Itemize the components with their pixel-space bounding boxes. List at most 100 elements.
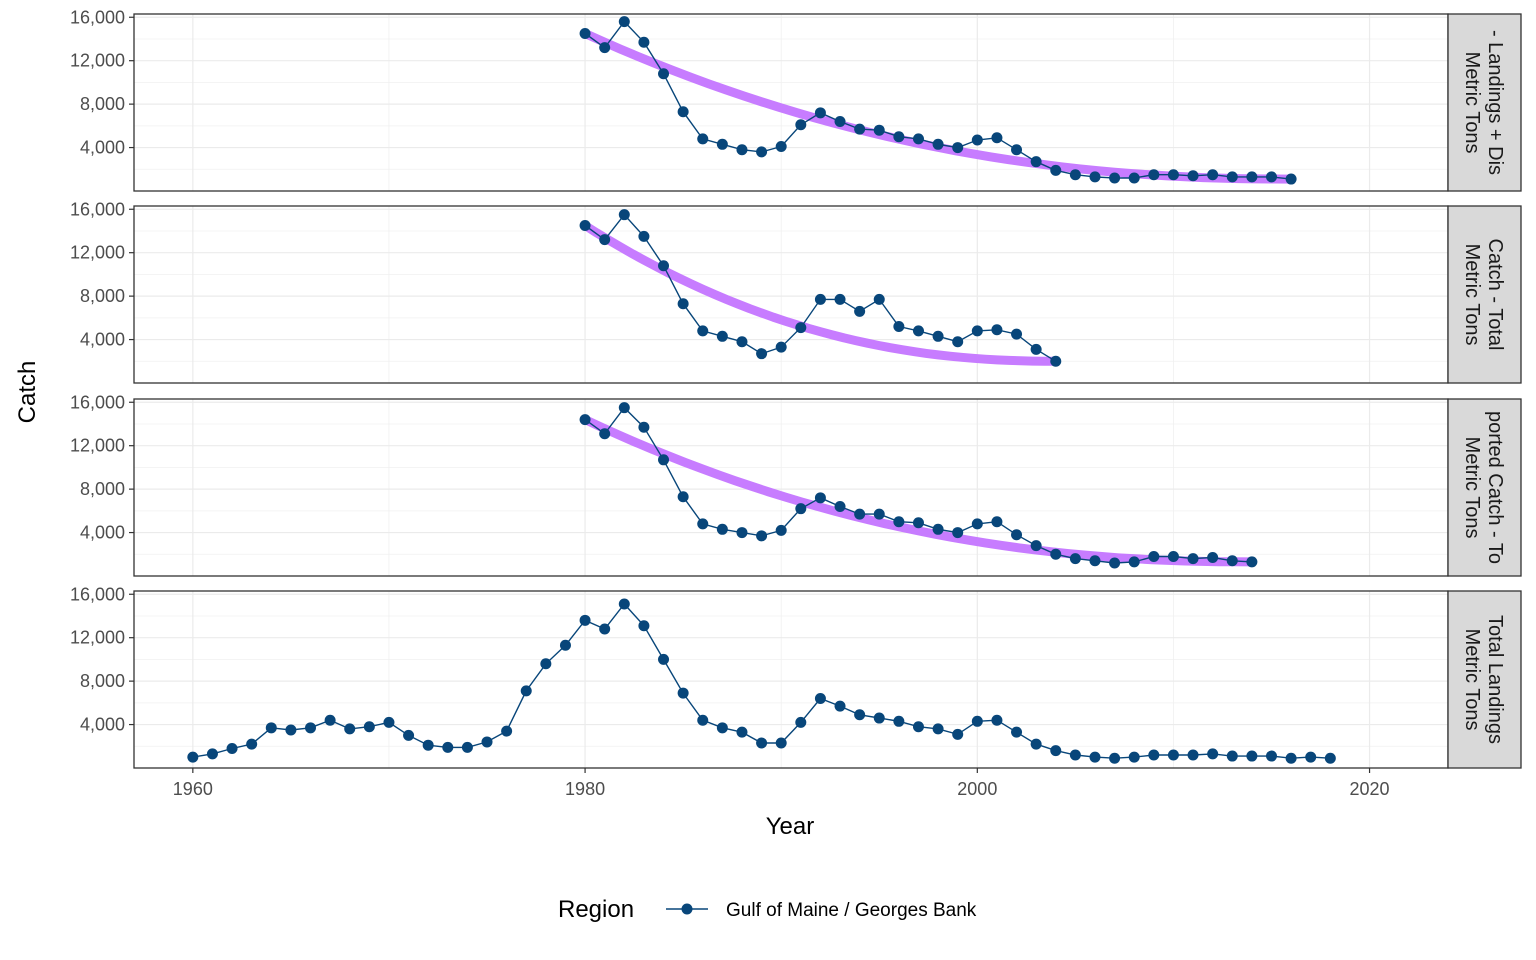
- data-point: [697, 518, 709, 530]
- data-point: [1187, 170, 1199, 182]
- facet-strip: [1447, 13, 1522, 192]
- data-point: [795, 322, 807, 334]
- data-point: [1128, 556, 1140, 568]
- x-axis-title: Year: [766, 813, 815, 840]
- data-point: [638, 421, 650, 433]
- data-point: [1109, 752, 1121, 764]
- data-point: [1246, 556, 1258, 568]
- data-point: [971, 134, 983, 146]
- y-tick-label: 4,000: [80, 523, 125, 543]
- data-point: [814, 107, 826, 119]
- data-point: [952, 142, 964, 154]
- x-tick-label: 2020: [1350, 779, 1390, 799]
- data-point: [775, 737, 787, 749]
- data-point: [1187, 749, 1199, 761]
- data-point: [442, 741, 454, 753]
- data-point: [697, 325, 709, 337]
- y-tick-label: 4,000: [80, 138, 125, 158]
- data-point: [893, 715, 905, 727]
- facet-strip-title: Catch - Total: [1484, 239, 1506, 351]
- facet-strip-unit: Metric Tons: [1461, 244, 1483, 346]
- data-point: [912, 133, 924, 145]
- data-point: [834, 116, 846, 128]
- facet-strip-title: Total Landings: [1484, 615, 1506, 744]
- data-point: [618, 402, 630, 414]
- data-point: [677, 298, 689, 310]
- axes: 4,000 8,000 12,000 16,000 4,000 8,000 12,000 16…: [70, 7, 1390, 799]
- data-point: [481, 736, 493, 748]
- data-point: [1069, 169, 1081, 181]
- data-point: [1285, 752, 1297, 764]
- data-point: [775, 341, 787, 353]
- data-point: [363, 721, 375, 733]
- data-point: [1265, 171, 1277, 183]
- data-point: [912, 721, 924, 733]
- data-point: [344, 723, 356, 735]
- data-point: [893, 131, 905, 143]
- y-tick-label: 12,000: [70, 51, 125, 71]
- data-point: [756, 348, 768, 360]
- data-point: [814, 492, 826, 504]
- y-tick-label: 12,000: [70, 436, 125, 456]
- data-point: [814, 293, 826, 305]
- data-point: [638, 620, 650, 632]
- data-point: [1030, 156, 1042, 168]
- data-point: [971, 518, 983, 530]
- data-point: [1069, 749, 1081, 761]
- data-point: [1226, 555, 1238, 567]
- data-point: [834, 501, 846, 513]
- data-point: [834, 700, 846, 712]
- data-point: [1265, 750, 1277, 762]
- data-point: [716, 722, 728, 734]
- data-point: [893, 321, 905, 333]
- data-point: [1207, 552, 1219, 564]
- data-point: [1050, 548, 1062, 560]
- facet-strip: [1447, 398, 1522, 577]
- data-point: [912, 517, 924, 529]
- legend: Region Gulf of Maine / Georges Bank: [558, 896, 977, 923]
- data-point: [952, 527, 964, 539]
- data-point: [1246, 750, 1258, 762]
- data-point: [1030, 540, 1042, 552]
- data-point: [540, 658, 552, 670]
- data-point: [971, 715, 983, 727]
- data-point: [932, 138, 944, 150]
- y-tick-label: 16,000: [70, 7, 125, 27]
- data-point: [618, 16, 630, 28]
- data-point: [599, 623, 611, 635]
- data-point: [246, 738, 258, 750]
- data-point: [756, 146, 768, 158]
- y-tick-label: 8,000: [80, 94, 125, 114]
- data-point: [1011, 328, 1023, 340]
- data-point: [1167, 550, 1179, 562]
- data-point: [1148, 550, 1160, 562]
- x-tick-label: 1960: [173, 779, 213, 799]
- data-point: [187, 751, 199, 763]
- data-point: [834, 293, 846, 305]
- data-point: [658, 260, 670, 272]
- data-point: [873, 124, 885, 136]
- data-point: [461, 741, 473, 753]
- data-point: [716, 523, 728, 535]
- data-point: [579, 220, 591, 232]
- data-point: [736, 336, 748, 348]
- facet-strip-unit: Metric Tons: [1461, 437, 1483, 539]
- data-point: [618, 598, 630, 610]
- data-point: [775, 524, 787, 536]
- data-point: [854, 709, 866, 721]
- data-point: [736, 527, 748, 539]
- facet-strip-unit: Metric Tons: [1461, 629, 1483, 731]
- data-point: [422, 739, 434, 751]
- data-point: [1148, 749, 1160, 761]
- data-point: [1011, 726, 1023, 738]
- facet-strip: [1447, 590, 1522, 769]
- data-point: [736, 144, 748, 156]
- y-tick-label: 16,000: [70, 199, 125, 219]
- data-point: [1089, 555, 1101, 567]
- data-point: [1226, 750, 1238, 762]
- data-point: [1109, 557, 1121, 569]
- data-point: [1011, 144, 1023, 156]
